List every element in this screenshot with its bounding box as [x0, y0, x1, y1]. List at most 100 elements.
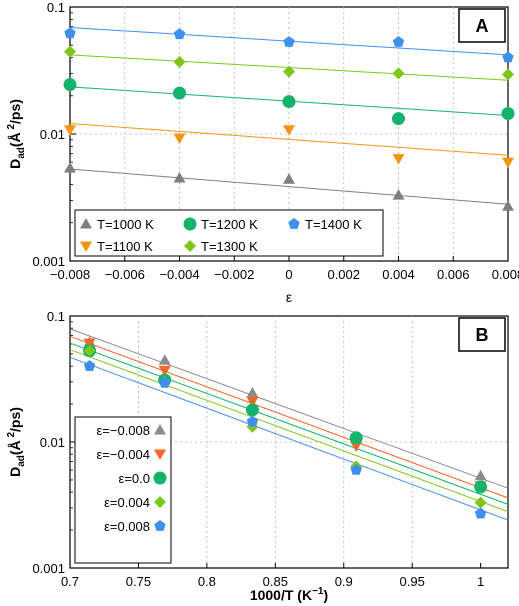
- panel-b-fit-lines: [69, 328, 509, 521]
- panel-a-markers: [63, 27, 515, 211]
- data-point: [283, 65, 295, 78]
- legend-marker: [154, 424, 166, 435]
- panel-b-legend-box: [74, 416, 172, 564]
- data-point: [283, 36, 295, 47]
- x-tick-label: 0.004: [382, 267, 415, 282]
- data-point: [502, 200, 514, 211]
- legend-marker: [183, 217, 197, 231]
- data-point: [64, 161, 76, 173]
- data-point: [392, 67, 405, 80]
- x-tick-label: 0.008: [492, 267, 519, 282]
- x-tick-label: 0.7: [61, 574, 79, 589]
- data-point: [158, 354, 171, 365]
- data-point: [392, 154, 405, 165]
- data-point: [83, 344, 96, 357]
- data-point: [173, 172, 186, 183]
- data-point: [474, 469, 487, 481]
- y-tick-label: 0.01: [40, 435, 65, 450]
- data-point: [474, 496, 487, 509]
- x-tick-label: 1: [477, 574, 484, 589]
- panel-a-label-box: [458, 8, 506, 43]
- fit-line: [69, 349, 509, 513]
- data-point: [350, 464, 362, 475]
- y-tick-label: 0.01: [40, 127, 65, 142]
- data-point: [282, 95, 296, 109]
- data-point: [392, 189, 405, 200]
- panel-a-y-axis-label: Dad(Å 2/ps): [6, 99, 27, 169]
- data-point: [64, 27, 76, 39]
- legend-marker: [154, 496, 166, 508]
- data-point: [392, 112, 405, 126]
- legend-marker: [80, 241, 92, 252]
- data-point: [246, 415, 259, 427]
- x-tick-label: −0.002: [214, 267, 254, 282]
- legend-marker: [153, 471, 167, 485]
- legend-marker: [184, 240, 196, 252]
- legend-label-eps-0: ε=0.0: [119, 471, 150, 486]
- data-point: [283, 173, 295, 184]
- data-point: [173, 133, 186, 145]
- y-tick-label: 0.001: [32, 561, 65, 576]
- x-tick-label: 0.006: [437, 267, 470, 282]
- fit-line: [69, 342, 509, 505]
- fit-line: [69, 122, 509, 156]
- data-point: [83, 360, 96, 371]
- x-tick-label: −0.004: [159, 267, 199, 282]
- panel-b-legend: ε=−0.008 ε=−0.004 ε=0.0 ε=0.004 ε=0.008: [96, 423, 167, 534]
- legend-marker: [288, 218, 300, 229]
- data-point: [63, 78, 77, 92]
- panel-b-ticks: 0.7 0.75 0.8 0.85 0.9 0.95 1 0.001 0.01 0.1: [32, 309, 484, 589]
- x-tick-label: 0: [285, 267, 292, 282]
- data-point: [474, 507, 487, 519]
- legend-label-t1100: T=1100 K: [97, 239, 153, 254]
- data-point: [245, 403, 259, 417]
- panel-a-legend-markers: [80, 217, 300, 252]
- legend-marker: [154, 520, 166, 531]
- data-point: [159, 376, 171, 388]
- x-tick-label: −0.006: [105, 267, 145, 282]
- data-point: [392, 36, 405, 47]
- panel-a-chart: −0.008 −0.006 −0.004 −0.002 0 0.002 0.004 0.006…: [6, 0, 519, 305]
- data-point: [173, 86, 186, 100]
- legend-label-eps-008: ε=0.008: [104, 519, 150, 534]
- legend-label-eps-004: ε=0.004: [104, 495, 150, 510]
- data-point: [283, 125, 295, 136]
- x-tick-label: −0.008: [50, 267, 90, 282]
- data-point: [501, 107, 515, 121]
- data-point: [502, 157, 514, 169]
- data-point: [502, 68, 514, 81]
- panel-b-label-box: [458, 317, 506, 352]
- data-point: [246, 396, 259, 408]
- fit-line: [69, 328, 509, 489]
- legend-label-t1000: T=1000 K: [97, 217, 154, 232]
- data-point: [246, 386, 259, 398]
- data-point: [502, 51, 514, 63]
- x-tick-label: 0.002: [327, 267, 360, 282]
- legend-label-eps-m008: ε=−0.008: [96, 423, 150, 438]
- data-point: [350, 441, 363, 452]
- x-tick-label: 0.75: [126, 574, 151, 589]
- legend-label-t1400: T=1400 K: [305, 217, 362, 232]
- panel-b-x-axis-label: 1000/T (K−1): [250, 586, 328, 603]
- panel-a-ticks: −0.008 −0.006 −0.004 −0.002 0 0.002 0.004 0.006…: [32, 0, 519, 282]
- data-point: [158, 365, 171, 377]
- x-tick-label: 0.8: [198, 574, 216, 589]
- fit-line: [69, 356, 509, 521]
- fit-line: [69, 335, 509, 499]
- legend-label-t1300: T=1300 K: [201, 239, 258, 254]
- data-point: [83, 338, 96, 350]
- panel-b-y-axis-label: Dad(Å 2/ps): [6, 407, 27, 477]
- legend-label-t1200: T=1200 K: [201, 217, 258, 232]
- y-tick-label: 0.1: [47, 309, 65, 324]
- x-tick-label: 0.9: [335, 574, 353, 589]
- panel-b-label: B: [476, 325, 489, 345]
- data-point: [474, 480, 488, 494]
- fit-line: [69, 168, 509, 205]
- panel-a-label: A: [476, 16, 489, 36]
- data-point: [349, 431, 363, 445]
- panel-a-x-axis-label: ε: [286, 289, 292, 305]
- x-tick-label: 0.95: [400, 574, 425, 589]
- panel-a-legend: T=1000 K T=1100 K T=1200 K T=1300 K T=14…: [80, 217, 362, 254]
- y-tick-label: 0.001: [32, 254, 65, 269]
